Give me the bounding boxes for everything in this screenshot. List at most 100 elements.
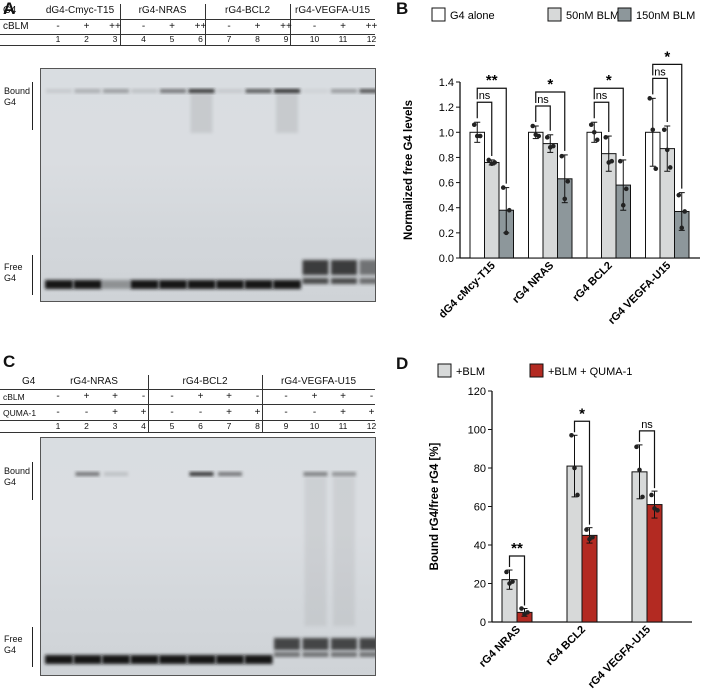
panel-a-letter: A: [3, 0, 16, 18]
x-tick-label: dG4 cMcy-T15: [437, 260, 498, 321]
bound-band: [302, 89, 329, 93]
group-label-1: dG4-Cmyc-T15: [45, 5, 115, 16]
lane-number: 11: [338, 421, 348, 431]
y-tick-label: 20: [474, 579, 486, 591]
lane-number: 12: [366, 34, 377, 44]
significance-label: ns: [641, 419, 653, 431]
divider: [0, 389, 375, 390]
bound-band: [331, 89, 357, 93]
cblm-mark: -: [312, 21, 317, 32]
bound-band: [160, 89, 186, 93]
legend-swatch: [547, 7, 562, 22]
free-band: [159, 280, 187, 289]
lane-number: 9: [283, 34, 289, 44]
quma-mark: +: [340, 407, 346, 418]
cblm-mark: +: [340, 21, 346, 32]
legend-label: +BLM: [456, 366, 485, 378]
divider: [0, 420, 375, 421]
free-band: [187, 280, 216, 289]
data-point: [544, 135, 550, 140]
free-bracket: [32, 255, 33, 295]
data-point: [591, 129, 597, 135]
bound-bracket: [32, 462, 33, 500]
data-point: [653, 166, 659, 172]
smear: [190, 93, 213, 133]
data-point: [594, 137, 600, 143]
data-point: [650, 127, 656, 133]
lane-number: 2: [84, 421, 89, 431]
gel-image-a: [40, 68, 376, 302]
lane-number: 3: [112, 34, 118, 44]
data-point: [655, 508, 660, 513]
data-point: [588, 122, 594, 128]
free-band: [302, 278, 329, 284]
significance-bracket: [508, 555, 526, 606]
group-label-3: rG4-VEGFA-U15: [280, 376, 357, 387]
data-point: [620, 202, 626, 208]
y-tick-label: 0.2: [439, 228, 454, 240]
data-point: [471, 122, 477, 128]
bound-band: [75, 472, 100, 476]
lane-number: 1: [55, 421, 61, 431]
ns-label: ns: [479, 90, 491, 102]
lane-number: 12: [366, 421, 377, 431]
y-axis-label: Normalized free G4 levels: [403, 100, 415, 240]
cblm-mark: +: [197, 391, 204, 402]
bound-band: [131, 89, 158, 93]
y-tick-label: 0.8: [439, 152, 454, 164]
quma-mark: -: [56, 407, 60, 418]
group-label-2: rG4-NRAS: [138, 5, 187, 16]
bar: [646, 504, 663, 623]
shift-band-lower: [331, 652, 357, 657]
free-label-c: Free G4: [4, 634, 23, 655]
divider: [0, 34, 375, 35]
shift-band: [302, 260, 329, 275]
significance-label: *: [579, 405, 585, 422]
bound-band: [217, 89, 243, 93]
free-band: [331, 278, 357, 284]
lane-number: 7: [226, 34, 232, 44]
smear: [333, 476, 355, 626]
cblm-mark: -: [56, 21, 60, 32]
cblm-mark: +: [311, 391, 318, 402]
cblm-mark: +: [254, 21, 261, 32]
significance-bracket: [652, 63, 683, 189]
cblm-mark: +: [112, 391, 118, 402]
bound-band: [103, 89, 129, 93]
shift-band-lower: [302, 652, 329, 657]
data-point: [559, 153, 565, 159]
data-point: [617, 158, 623, 164]
divider: [0, 45, 375, 46]
quma-mark: -: [198, 407, 203, 418]
row-label-cblm: cBLM: [3, 21, 29, 32]
lane-number: 7: [226, 421, 232, 431]
free-band: [130, 280, 159, 289]
data-point: [492, 160, 498, 165]
y-tick-label: 40: [474, 540, 486, 552]
lane-number: 5: [169, 34, 175, 44]
smear: [304, 476, 327, 626]
free-band: [45, 280, 73, 289]
x-tick-label: rG4 NRAS: [510, 260, 556, 306]
y-axis-label: Bound rG4/free rG4 [%]: [429, 442, 441, 570]
y-tick-label: 1.4: [439, 77, 454, 89]
legend-label: G4 alone: [450, 10, 495, 22]
bar: [484, 161, 500, 259]
data-point: [486, 157, 492, 163]
data-point: [536, 133, 542, 139]
shift-band: [302, 638, 329, 650]
significance-label: **: [486, 72, 498, 89]
significance-label: *: [606, 72, 612, 89]
bound-band: [46, 89, 72, 93]
cblm-mark: -: [369, 391, 374, 402]
significance-bracket: [593, 101, 610, 133]
bound-label-a: Bound G4: [4, 86, 31, 107]
data-point: [640, 494, 645, 500]
y-tick-label: 60: [474, 502, 486, 514]
shift-band: [359, 260, 375, 275]
legend-swatch: [437, 363, 452, 378]
divider: [0, 404, 375, 405]
free-band: [273, 280, 301, 289]
data-point: [562, 196, 568, 202]
ns-label: ns: [537, 94, 549, 106]
